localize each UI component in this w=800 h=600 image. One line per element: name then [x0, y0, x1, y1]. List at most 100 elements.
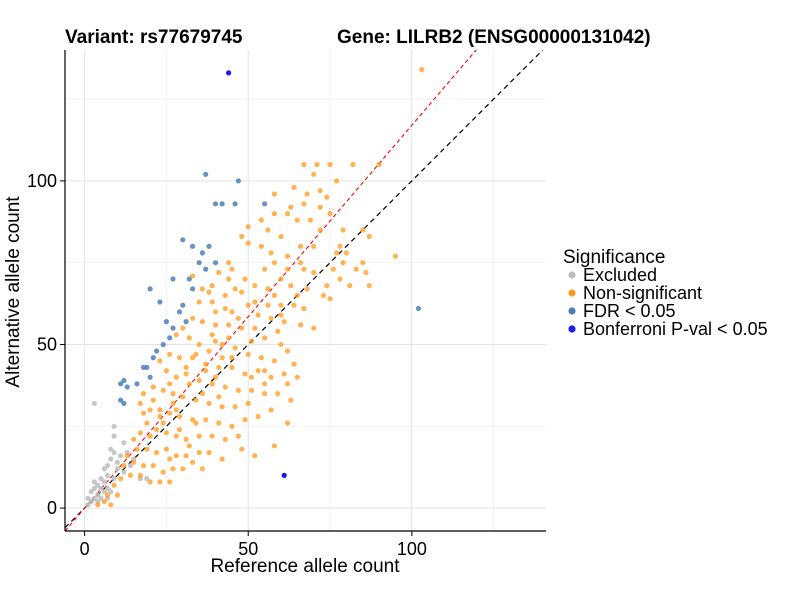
point-non-significant	[255, 312, 261, 318]
point-non-significant	[216, 394, 222, 400]
point-non-significant	[140, 391, 147, 397]
point-non-significant	[157, 479, 163, 485]
point-non-significant	[317, 227, 323, 233]
point-non-significant	[245, 240, 251, 246]
point-non-significant	[160, 387, 166, 393]
point-non-significant	[150, 463, 156, 469]
point-non-significant	[150, 384, 156, 390]
point-non-significant	[108, 502, 114, 508]
point-non-significant	[140, 410, 147, 416]
point-non-significant	[219, 404, 225, 410]
point-non-significant	[222, 305, 228, 312]
point-non-significant	[209, 299, 215, 305]
point-non-significant	[190, 355, 196, 361]
point-non-significant	[301, 305, 307, 312]
point-non-significant	[209, 433, 215, 439]
point-non-significant	[173, 433, 179, 439]
point-non-significant	[419, 67, 425, 73]
point-excluded	[111, 476, 117, 482]
point-non-significant	[219, 355, 225, 361]
point-non-significant	[284, 348, 291, 354]
point-excluded	[127, 463, 133, 469]
point-fdr-0-05	[176, 309, 183, 315]
point-non-significant	[392, 253, 399, 259]
point-non-significant	[262, 266, 268, 272]
point-non-significant	[304, 191, 310, 197]
point-non-significant	[340, 227, 346, 233]
point-non-significant	[278, 233, 284, 240]
point-fdr-0-05	[196, 260, 202, 266]
point-non-significant	[360, 227, 366, 233]
point-non-significant	[366, 283, 372, 289]
point-non-significant	[229, 266, 235, 272]
x-tick-label: 50	[238, 539, 258, 559]
point-non-significant	[167, 381, 173, 387]
point-excluded	[114, 459, 120, 465]
point-fdr-0-05	[180, 302, 186, 308]
point-non-significant	[258, 217, 264, 223]
point-fdr-0-05	[212, 260, 219, 266]
point-fdr-0-05	[262, 201, 268, 207]
point-bonferroni-p-val-0-05	[226, 70, 232, 76]
point-excluded	[104, 485, 111, 492]
point-non-significant	[137, 472, 143, 478]
point-non-significant	[154, 427, 160, 433]
point-excluded	[121, 469, 127, 475]
point-non-significant	[216, 269, 222, 276]
point-excluded	[91, 400, 97, 406]
legend-title: Significance	[563, 247, 665, 268]
point-non-significant	[288, 397, 294, 403]
point-non-significant	[278, 302, 284, 308]
point-non-significant	[288, 283, 294, 289]
point-excluded	[91, 485, 97, 492]
point-non-significant	[248, 387, 255, 393]
point-excluded	[111, 449, 117, 456]
point-non-significant	[252, 299, 258, 305]
point-non-significant	[183, 436, 189, 442]
point-fdr-0-05	[232, 201, 238, 207]
point-excluded	[88, 499, 94, 505]
point-non-significant	[284, 420, 291, 426]
point-non-significant	[311, 325, 317, 331]
point-fdr-0-05	[167, 335, 173, 341]
point-fdr-0-05	[154, 348, 160, 354]
point-non-significant	[275, 328, 281, 334]
legend: Significance ExcludedNon-significantFDR …	[563, 247, 768, 339]
point-non-significant	[262, 368, 268, 374]
point-non-significant	[186, 443, 192, 449]
point-non-significant	[226, 335, 232, 341]
point-non-significant	[183, 371, 189, 377]
point-non-significant	[239, 289, 245, 295]
point-non-significant	[196, 299, 202, 305]
point-non-significant	[167, 351, 173, 357]
point-non-significant	[147, 407, 153, 413]
point-non-significant	[206, 289, 212, 295]
point-non-significant	[245, 400, 251, 406]
point-non-significant	[271, 292, 277, 298]
point-non-significant	[173, 374, 179, 380]
point-non-significant	[327, 211, 333, 217]
point-fdr-0-05	[212, 201, 219, 207]
point-non-significant	[262, 391, 268, 397]
point-non-significant	[284, 381, 291, 387]
point-non-significant	[294, 374, 300, 380]
point-non-significant	[271, 260, 277, 266]
point-fdr-0-05	[147, 286, 153, 292]
point-non-significant	[186, 381, 192, 387]
point-non-significant	[144, 420, 150, 426]
point-non-significant	[301, 266, 307, 272]
point-fdr-0-05	[118, 381, 124, 387]
point-non-significant	[193, 420, 199, 426]
point-non-significant	[265, 302, 271, 308]
point-non-significant	[163, 446, 169, 452]
point-non-significant	[140, 463, 147, 469]
point-non-significant	[245, 302, 251, 308]
legend-swatch	[568, 307, 576, 315]
point-excluded	[98, 495, 104, 501]
point-non-significant	[209, 332, 215, 338]
point-non-significant	[235, 315, 241, 321]
point-excluded	[121, 440, 127, 446]
point-non-significant	[212, 338, 219, 344]
point-fdr-0-05	[199, 250, 205, 256]
